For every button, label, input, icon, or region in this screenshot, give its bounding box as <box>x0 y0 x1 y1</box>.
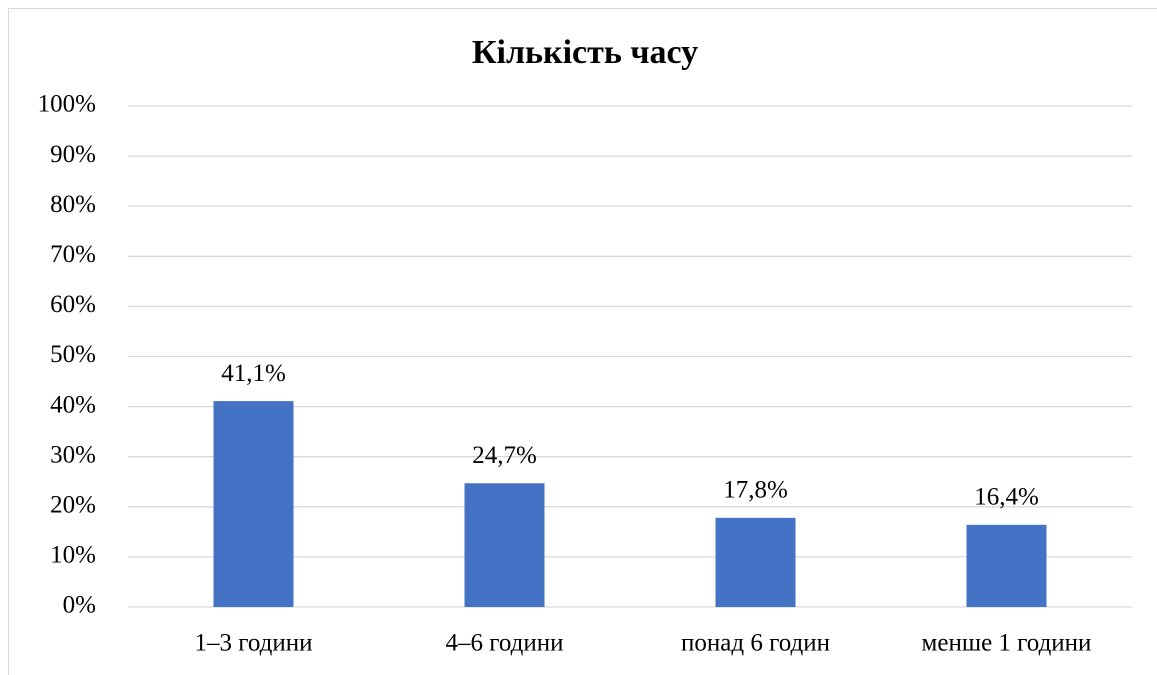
data-label: 41,1% <box>221 360 286 387</box>
y-tick-label: 30% <box>50 441 96 468</box>
data-label: 16,4% <box>974 484 1039 511</box>
y-tick-label: 90% <box>50 141 96 168</box>
data-label: 17,8% <box>723 477 788 504</box>
y-tick-label: 70% <box>50 241 96 268</box>
chart-title: Кількість часу <box>472 34 698 71</box>
data-label: 24,7% <box>472 442 537 469</box>
bar <box>464 483 545 607</box>
y-tick-label: 0% <box>63 592 96 619</box>
y-tick-label: 40% <box>50 391 96 418</box>
y-tick-label: 100% <box>38 91 96 118</box>
y-tick-label: 60% <box>50 291 96 318</box>
bar <box>966 524 1047 607</box>
chart-border <box>8 8 1157 675</box>
y-tick-label: 50% <box>50 341 96 368</box>
y-tick-label: 10% <box>50 542 96 569</box>
x-tick-label: понад 6 годин <box>681 630 830 657</box>
y-tick-label: 80% <box>50 191 96 218</box>
x-tick-label: 4–6 години <box>445 630 563 657</box>
y-tick-label: 20% <box>50 492 96 519</box>
bar <box>213 401 294 607</box>
x-tick-label: менше 1 години <box>922 630 1092 657</box>
x-tick-label: 1–3 години <box>194 630 312 657</box>
bar <box>715 517 796 607</box>
